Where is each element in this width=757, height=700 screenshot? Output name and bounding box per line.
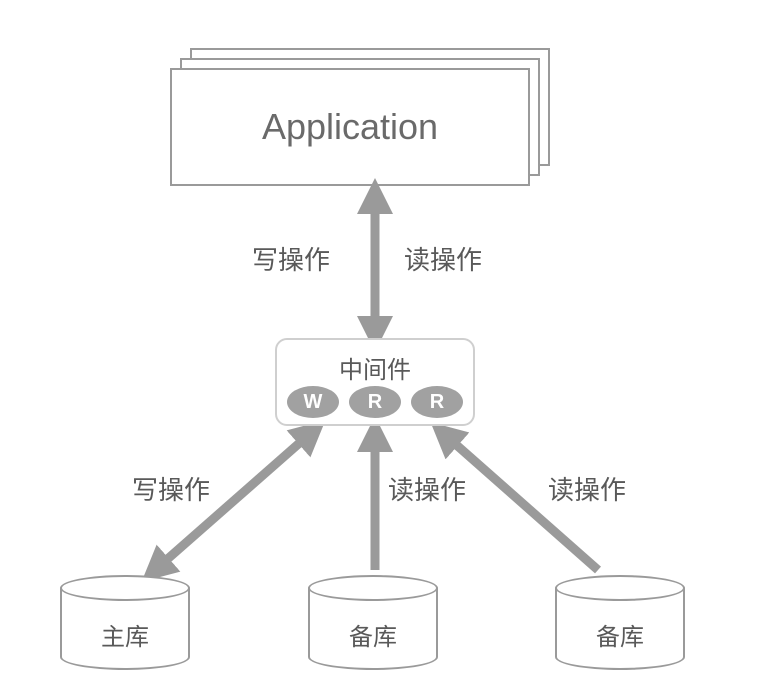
- mw-pill-r1: R: [349, 386, 401, 418]
- db-backup1-label: 备库: [308, 617, 438, 652]
- db-master: 主库: [60, 575, 190, 670]
- db-backup1: 备库: [308, 575, 438, 670]
- edge-label-read-top: 读操作: [404, 240, 482, 277]
- mw-pill-r2: R: [411, 386, 463, 418]
- edge-label-read-b2: 读操作: [548, 470, 626, 507]
- db-backup2: 备库: [555, 575, 685, 670]
- edge-label-write-master: 写操作: [132, 470, 210, 507]
- mw-pill-w: W: [287, 386, 339, 418]
- db-master-label: 主库: [60, 617, 190, 652]
- middleware-node: 中间件 W R R: [275, 338, 475, 426]
- edge-label-read-b1: 读操作: [388, 470, 466, 507]
- db-backup2-label: 备库: [555, 617, 685, 652]
- edge-label-write-top: 写操作: [252, 240, 330, 277]
- middleware-label: 中间件: [277, 350, 473, 385]
